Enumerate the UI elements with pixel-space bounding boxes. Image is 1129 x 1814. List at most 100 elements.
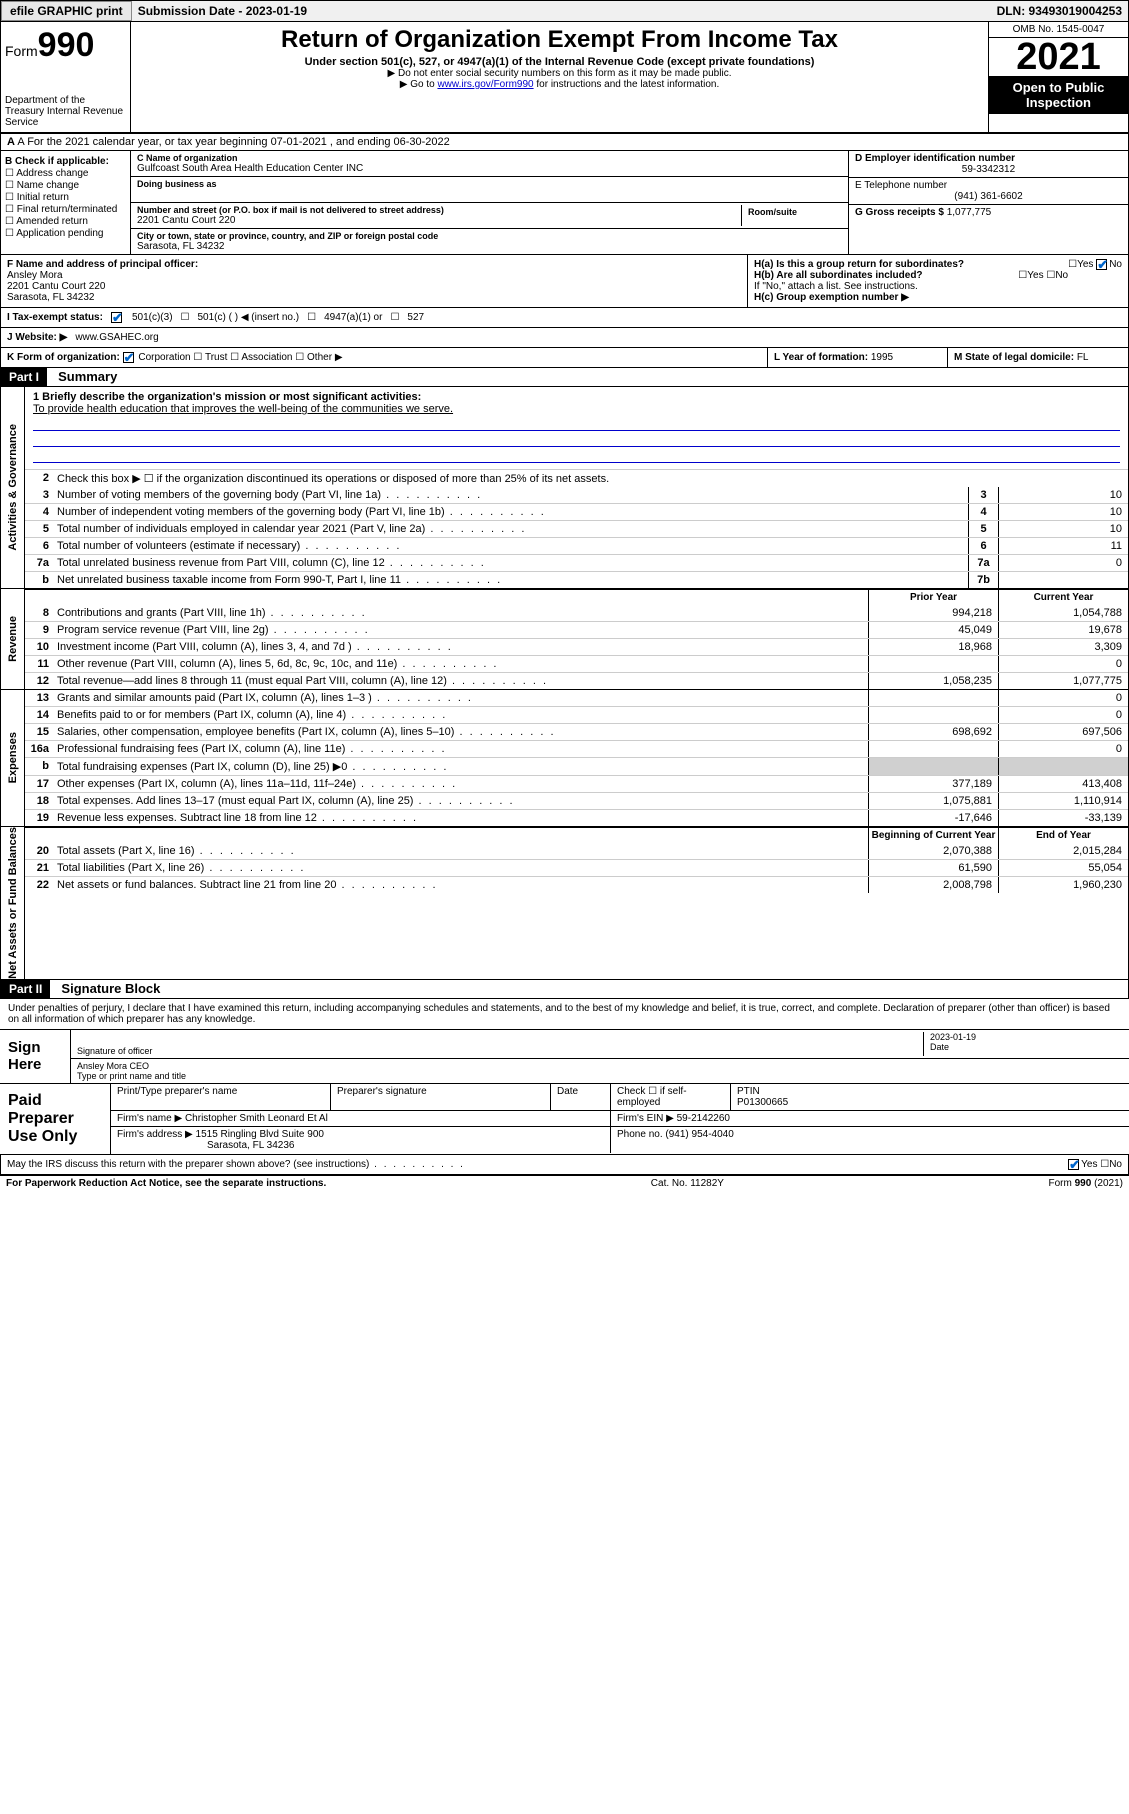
col-end-year: End of Year bbox=[998, 828, 1128, 843]
row-i-tax-status: I Tax-exempt status: 501(c)(3) ☐ 501(c) … bbox=[0, 308, 1129, 328]
website-value: www.GSAHEC.org bbox=[75, 332, 158, 343]
col-begin-year: Beginning of Current Year bbox=[868, 828, 998, 843]
officer-addr2: Sarasota, FL 34232 bbox=[7, 292, 741, 303]
sig-officer-label: Signature of officer bbox=[77, 1046, 923, 1056]
room-suite-label: Room/suite bbox=[742, 205, 842, 226]
paid-preparer-row: Paid Preparer Use Only Print/Type prepar… bbox=[0, 1083, 1129, 1154]
footer-left: For Paperwork Reduction Act Notice, see … bbox=[6, 1178, 326, 1189]
type-name-label: Type or print name and title bbox=[77, 1071, 1123, 1081]
org-name-label: C Name of organization bbox=[137, 153, 842, 163]
checkbox-name-change[interactable]: ☐ Name change bbox=[5, 180, 126, 191]
form-header: Form990 Department of the Treasury Inter… bbox=[0, 22, 1129, 134]
ptin-value: P01300665 bbox=[737, 1097, 788, 1108]
corp-checkbox[interactable] bbox=[123, 352, 134, 363]
efile-print-button[interactable]: efile GRAPHIC print bbox=[1, 1, 132, 21]
dept-treasury: Department of the Treasury Internal Reve… bbox=[5, 95, 126, 128]
vlabel-revenue: Revenue bbox=[7, 616, 19, 662]
gross-receipts-label: G Gross receipts $ bbox=[855, 207, 944, 218]
state-domicile: FL bbox=[1077, 352, 1089, 363]
col-b-header: B Check if applicable: bbox=[5, 156, 126, 167]
footer-mid: Cat. No. 11282Y bbox=[651, 1178, 724, 1189]
phone-value: (941) 361-6602 bbox=[855, 191, 1122, 202]
prep-name-label: Print/Type preparer's name bbox=[111, 1084, 331, 1110]
table-row: 15Salaries, other compensation, employee… bbox=[25, 723, 1128, 740]
checkbox-final-return[interactable]: ☐ Final return/terminated bbox=[5, 204, 126, 215]
table-row: 16aProfessional fundraising fees (Part I… bbox=[25, 740, 1128, 757]
sig-date-label: Date bbox=[930, 1042, 1123, 1052]
checkbox-amended[interactable]: ☐ Amended return bbox=[5, 216, 126, 227]
part2-title: Signature Block bbox=[53, 979, 168, 998]
table-row: 6Total number of volunteers (estimate if… bbox=[25, 537, 1128, 554]
hb-note: If "No," attach a list. See instructions… bbox=[754, 281, 1122, 292]
vlabel-net-assets: Net Assets or Fund Balances bbox=[7, 827, 19, 979]
checkbox-address-change[interactable]: ☐ Address change bbox=[5, 168, 126, 179]
vlabel-governance: Activities & Governance bbox=[7, 424, 19, 551]
firm-ein: 59-2142260 bbox=[677, 1113, 730, 1124]
sign-here-label: Sign Here bbox=[0, 1030, 70, 1083]
table-row: 13Grants and similar amounts paid (Part … bbox=[25, 690, 1128, 706]
table-row: 17Other expenses (Part IX, column (A), l… bbox=[25, 775, 1128, 792]
row-klm: K Form of organization: Corporation ☐ Tr… bbox=[0, 348, 1129, 368]
ein-value: 59-3342312 bbox=[855, 164, 1122, 175]
tax-year: 2021 bbox=[989, 38, 1128, 76]
q2-discontinued: Check this box ▶ ☐ if the organization d… bbox=[53, 470, 1128, 487]
checkbox-initial-return[interactable]: ☐ Initial return bbox=[5, 192, 126, 203]
table-row: 18Total expenses. Add lines 13–17 (must … bbox=[25, 792, 1128, 809]
declaration-text: Under penalties of perjury, I declare th… bbox=[0, 999, 1129, 1029]
ha-group-return: H(a) Is this a group return for subordin… bbox=[754, 259, 1122, 270]
dba-label: Doing business as bbox=[137, 179, 842, 189]
table-row: 10Investment income (Part VIII, column (… bbox=[25, 638, 1128, 655]
org-city: Sarasota, FL 34232 bbox=[137, 241, 842, 252]
officer-name: Ansley Mora bbox=[7, 270, 741, 281]
section-fh: F Name and address of principal officer:… bbox=[0, 255, 1129, 308]
row-j-website: J Website: ▶ www.GSAHEC.org bbox=[0, 328, 1129, 348]
mission-text: To provide health education that improve… bbox=[33, 403, 1120, 415]
table-row: 11Other revenue (Part VIII, column (A), … bbox=[25, 655, 1128, 672]
col-current-year: Current Year bbox=[998, 590, 1128, 605]
501c3-checkbox[interactable] bbox=[111, 312, 122, 323]
addr-label: Number and street (or P.O. box if mail i… bbox=[137, 205, 741, 215]
dln-text: DLN: 93493019004253 bbox=[991, 2, 1128, 20]
check-self-employed: Check ☐ if self-employed bbox=[611, 1084, 731, 1110]
row-a-tax-year: A A For the 2021 calendar year, or tax y… bbox=[0, 134, 1129, 151]
page-footer: For Paperwork Reduction Act Notice, see … bbox=[0, 1175, 1129, 1191]
table-row: 7aTotal unrelated business revenue from … bbox=[25, 554, 1128, 571]
officer-addr1: 2201 Cantu Court 220 bbox=[7, 281, 741, 292]
open-public: Open to Public Inspection bbox=[989, 76, 1128, 114]
table-row: 20Total assets (Part X, line 16)2,070,38… bbox=[25, 843, 1128, 859]
section-revenue: Revenue Prior Year Current Year 8Contrib… bbox=[0, 589, 1129, 690]
irs-link[interactable]: www.irs.gov/Form990 bbox=[437, 79, 533, 90]
table-row: 14Benefits paid to or for members (Part … bbox=[25, 706, 1128, 723]
part1-title: Summary bbox=[50, 367, 125, 386]
vlabel-expenses: Expenses bbox=[7, 732, 19, 783]
org-address: 2201 Cantu Court 220 bbox=[137, 215, 741, 226]
hb-subordinates: H(b) Are all subordinates included? ☐Yes… bbox=[754, 270, 1122, 281]
part1-header: Part I bbox=[1, 368, 47, 386]
form-subtitle-2: ▶ Do not enter social security numbers o… bbox=[137, 68, 982, 79]
ein-label: D Employer identification number bbox=[855, 153, 1122, 164]
hc-group-exemption: H(c) Group exemption number ▶ bbox=[754, 292, 1122, 303]
table-row: 19Revenue less expenses. Subtract line 1… bbox=[25, 809, 1128, 826]
discuss-row: May the IRS discuss this return with the… bbox=[0, 1154, 1129, 1175]
prep-date-label: Date bbox=[551, 1084, 611, 1110]
submission-date: Submission Date - 2023-01-19 bbox=[132, 2, 313, 20]
form-title: Return of Organization Exempt From Incom… bbox=[137, 26, 982, 54]
sign-here-row: Sign Here Signature of officer 2023-01-1… bbox=[0, 1029, 1129, 1083]
firm-phone: (941) 954-4040 bbox=[665, 1129, 733, 1140]
section-expenses: Expenses 13Grants and similar amounts pa… bbox=[0, 690, 1129, 827]
table-row: 5Total number of individuals employed in… bbox=[25, 520, 1128, 537]
checkbox-application-pending[interactable]: ☐ Application pending bbox=[5, 228, 126, 239]
officer-name-title: Ansley Mora CEO bbox=[77, 1061, 1123, 1071]
table-row: 12Total revenue—add lines 8 through 11 (… bbox=[25, 672, 1128, 689]
discuss-yes-checkbox[interactable] bbox=[1068, 1159, 1079, 1170]
sig-date-value: 2023-01-19 bbox=[930, 1032, 1123, 1042]
form-subtitle-3: ▶ Go to www.irs.gov/Form990 for instruct… bbox=[137, 79, 982, 90]
ha-no-checkbox[interactable] bbox=[1096, 259, 1107, 270]
paid-preparer-label: Paid Preparer Use Only bbox=[0, 1084, 110, 1154]
col-prior-year: Prior Year bbox=[868, 590, 998, 605]
firm-addr: 1515 Ringling Blvd Suite 900 bbox=[196, 1129, 324, 1140]
form-number: Form990 bbox=[5, 26, 126, 65]
firm-name: Christopher Smith Leonard Et Al bbox=[185, 1113, 328, 1124]
table-row: bNet unrelated business taxable income f… bbox=[25, 571, 1128, 588]
table-row: bTotal fundraising expenses (Part IX, co… bbox=[25, 757, 1128, 775]
